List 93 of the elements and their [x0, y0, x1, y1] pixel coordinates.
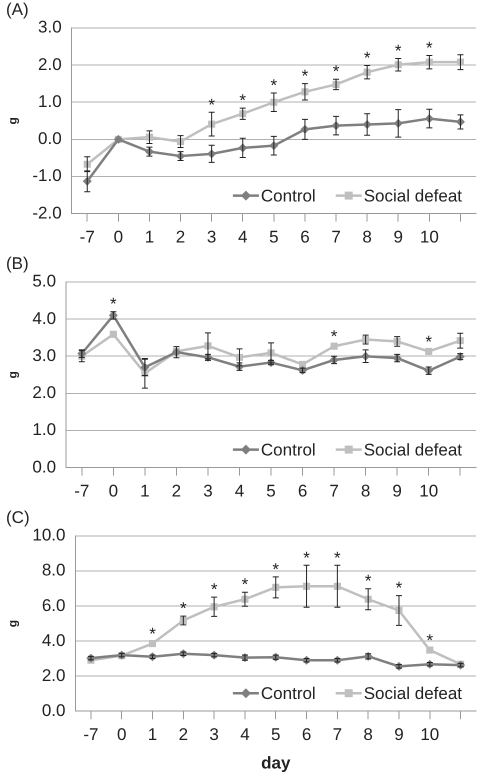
chart-title: (A)	[6, 0, 29, 20]
y-tick-label: -2.0	[32, 203, 62, 222]
x-tick-label: 7	[331, 227, 341, 246]
legend-label: Social defeat	[364, 186, 462, 206]
annotation: *	[239, 91, 246, 110]
x-tick-label: 9	[394, 725, 404, 744]
x-tick-label: 3	[209, 725, 219, 744]
x-tick-label: 6	[298, 481, 308, 500]
x-tick-label: 2	[176, 227, 186, 246]
y-tick-label: 2.0	[42, 666, 66, 685]
y-tick-label: 1.0	[38, 92, 62, 111]
annotation: *	[426, 38, 434, 58]
annotation: *	[208, 95, 216, 114]
annotation: *	[272, 560, 280, 579]
annotation: *	[332, 62, 340, 82]
annotation: *	[242, 575, 249, 594]
annotation: *	[149, 624, 156, 644]
x-tick-label: 1	[144, 227, 154, 246]
y-axis-title: g	[6, 371, 20, 378]
x-tick-label: 5	[269, 227, 279, 246]
legend-label: Control	[260, 186, 316, 206]
y-tick-label: 4.0	[42, 630, 66, 650]
x-tick-label: 6	[302, 725, 312, 744]
annotation: *	[394, 41, 402, 60]
point	[426, 646, 434, 654]
point	[110, 330, 117, 338]
x-tick-label: 5	[271, 725, 280, 744]
x-tick-label: 2	[172, 481, 182, 500]
x-tick-label: 4	[234, 481, 244, 500]
y-tick-label: -1.0	[32, 166, 62, 186]
annotation: *	[210, 580, 218, 600]
x-axis-title: day	[261, 753, 291, 772]
x-tick-label: 9	[392, 481, 402, 500]
point	[148, 640, 156, 648]
annotation: *	[330, 327, 338, 346]
x-tick-label: 1	[148, 725, 158, 744]
y-axis-title: g	[6, 620, 20, 628]
y-tick-label: 10.0	[32, 526, 66, 545]
x-tick-label: 3	[203, 481, 213, 500]
x-tick-label: 9	[394, 227, 403, 246]
x-tick-label: 10	[420, 725, 440, 744]
annotation: *	[302, 66, 309, 86]
y-tick-label: 4.0	[32, 308, 56, 328]
x-tick-label: 8	[363, 725, 373, 744]
y-tick-label: 3.0	[32, 346, 56, 365]
x-tick-label: 0	[116, 725, 126, 744]
legend-label: Control	[260, 440, 316, 460]
y-tick-label: 5.0	[32, 272, 56, 291]
y-tick-label: 3.0	[38, 18, 62, 37]
chart-title: (B)	[6, 254, 29, 274]
y-tick-label: 2.0	[38, 54, 62, 74]
y-tick-label: 1.0	[32, 420, 56, 440]
point	[425, 348, 432, 355]
y-tick-label: 6.0	[42, 596, 66, 615]
legend-label: Social defeat	[364, 684, 462, 703]
annotation: *	[180, 599, 188, 618]
x-tick-label: 8	[362, 227, 372, 246]
annotation: *	[110, 294, 118, 314]
legend-label: Control	[260, 684, 316, 703]
y-tick-label: 0.0	[42, 700, 66, 720]
x-tick-label: 0	[108, 481, 118, 500]
annotation: *	[334, 548, 342, 568]
y-tick-label: 8.0	[42, 560, 66, 580]
x-tick-label: 1	[140, 481, 150, 500]
y-tick-label: 0.0	[38, 129, 62, 148]
y-tick-label: 2.0	[32, 383, 56, 402]
point	[330, 342, 338, 350]
x-tick-label: 7	[332, 725, 342, 744]
x-tick-label: 7	[329, 481, 339, 500]
x-tick-label: 2	[178, 725, 188, 744]
x-tick-label: -7	[83, 725, 98, 744]
annotation: *	[303, 548, 310, 568]
chart-title: (C)	[6, 508, 30, 528]
x-tick-label: 5	[266, 481, 276, 500]
x-tick-label: 10	[420, 227, 439, 246]
x-tick-label: 3	[206, 227, 216, 246]
annotation: *	[364, 48, 371, 68]
x-tick-label: -7	[80, 227, 95, 246]
x-tick-label: 6	[300, 227, 310, 246]
annotation: *	[270, 76, 278, 95]
x-tick-label: 4	[240, 725, 250, 744]
y-axis-title: g	[6, 117, 20, 124]
annotation: *	[425, 332, 432, 352]
y-tick-label: 0.0	[32, 457, 56, 476]
x-tick-label: 4	[238, 227, 248, 246]
annotation: *	[396, 578, 403, 598]
x-tick-label: 8	[360, 481, 370, 500]
annotation: *	[426, 631, 434, 650]
x-tick-label: -7	[74, 481, 90, 500]
x-tick-label: 10	[419, 481, 438, 500]
legend-label: Social defeat	[364, 440, 462, 460]
x-tick-label: 0	[114, 227, 124, 246]
annotation: *	[364, 572, 372, 591]
